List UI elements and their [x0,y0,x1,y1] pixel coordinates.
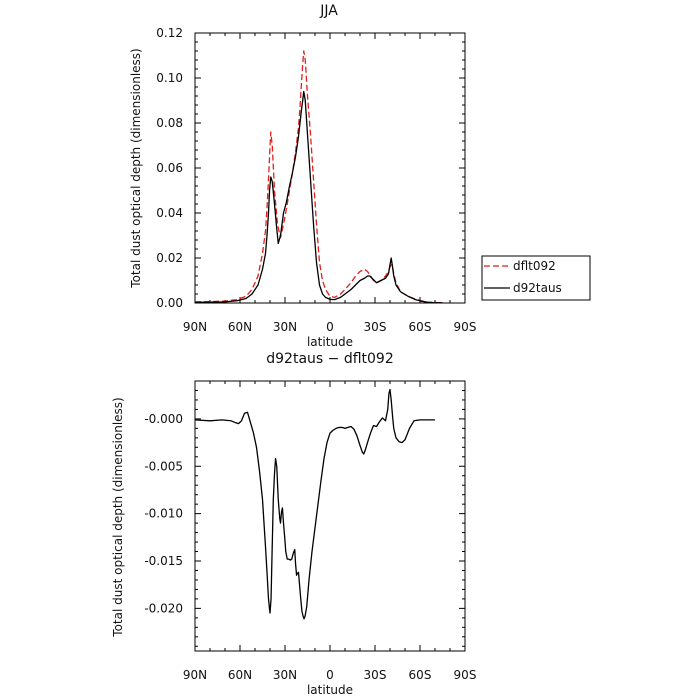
y-tick-label: -0.000 [144,412,183,426]
top-axis-ticks [194,32,466,304]
y-tick-label: -0.020 [144,601,183,615]
bottom-plot-frame [194,380,466,652]
x-tick-label: 30N [273,320,297,334]
x-tick-label: 0 [326,320,334,334]
x-tick-label: 30S [364,668,387,682]
x-tick-label: 90S [454,320,477,334]
x-tick-label: 90N [183,320,207,334]
y-tick-label: 0.04 [156,206,183,220]
bottom-y-axis-label: Total dust optical depth (dimensionless) [111,397,125,637]
bottom-y-tick-labels: -0.000 -0.005 -0.010 -0.015 -0.020 [144,412,183,615]
top-x-axis-label: latitude [307,335,353,349]
y-tick-label: 0.02 [156,251,183,265]
x-tick-label: 30N [273,668,297,682]
bottom-x-tick-labels: 90N 60N 30N 0 30S 60S 90S [183,668,477,682]
x-tick-label: 60S [409,320,432,334]
top-x-tick-labels: 90N 60N 30N 0 30S 60S 90S [183,320,477,334]
legend: dflt092 d92taus [481,255,591,301]
x-tick-label: 90S [454,668,477,682]
y-tick-label: 0.00 [156,296,183,310]
y-tick-label: 0.10 [156,71,183,85]
y-tick-label: 0.08 [156,116,183,130]
y-tick-label: 0.12 [156,26,183,40]
y-tick-label: 0.06 [156,161,183,175]
x-tick-label: 60N [228,668,252,682]
top-chart-title: JJA [319,3,338,19]
x-tick-label: 30S [364,320,387,334]
bottom-panel: d92taus − dflt092 90N 60N 30N 0 30S 60S 90S -0… [111,351,476,697]
y-tick-label: -0.015 [144,554,183,568]
top-panel: JJA 90N 60N 30N 0 30S 60S 90S 0.00 0.02 0.04 0.06… [129,3,476,349]
top-y-axis-label: Total dust optical depth (dimensionless) [129,48,143,288]
bottom-series-group [194,388,435,620]
top-plot-frame [194,32,466,304]
top-y-tick-labels: 0.00 0.02 0.04 0.06 0.08 0.10 0.12 [156,26,183,310]
legend-label-dflt092: dflt092 [513,259,556,273]
x-tick-label: 90N [183,668,207,682]
x-tick-label: 60N [228,320,252,334]
bottom-chart-title: d92taus − dflt092 [266,351,393,367]
y-tick-label: -0.005 [144,459,183,473]
y-tick-label: -0.010 [144,507,183,521]
bottom-axis-ticks [194,380,466,651]
x-tick-label: 60S [409,668,432,682]
x-tick-label: 0 [326,668,334,682]
legend-label-d92taus: d92taus [513,281,562,295]
series-line-d92taus [194,90,443,304]
series-line-d92taus-dflt092 [194,388,435,620]
bottom-x-axis-label: latitude [307,683,353,697]
series-line-dflt092 [194,50,443,304]
legend-box [481,255,591,301]
top-series-group [194,50,443,304]
